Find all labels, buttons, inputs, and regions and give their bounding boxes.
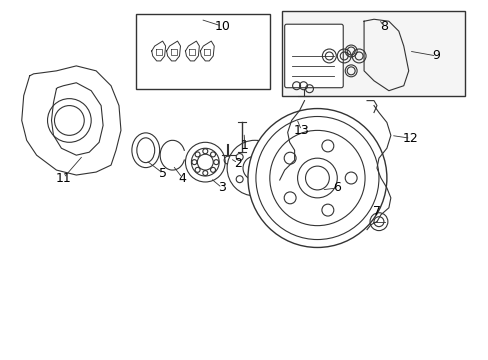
Bar [136,14,269,89]
Text: 7: 7 [372,205,380,218]
FancyBboxPatch shape [284,24,343,88]
Circle shape [226,140,282,196]
Ellipse shape [137,138,154,163]
Text: 6: 6 [333,181,341,194]
Text: 12: 12 [402,132,418,145]
Text: 10: 10 [214,20,230,33]
Text: 11: 11 [56,171,71,185]
Text: 4: 4 [178,171,186,185]
Bar [281,11,464,96]
Circle shape [247,109,386,247]
Text: 2: 2 [234,157,242,170]
Text: 1: 1 [241,139,248,152]
Text: 5: 5 [158,167,166,180]
Text: 9: 9 [432,49,440,63]
Text: 13: 13 [293,124,309,137]
Ellipse shape [132,133,160,168]
Text: 3: 3 [218,181,225,194]
Text: 8: 8 [379,20,387,33]
